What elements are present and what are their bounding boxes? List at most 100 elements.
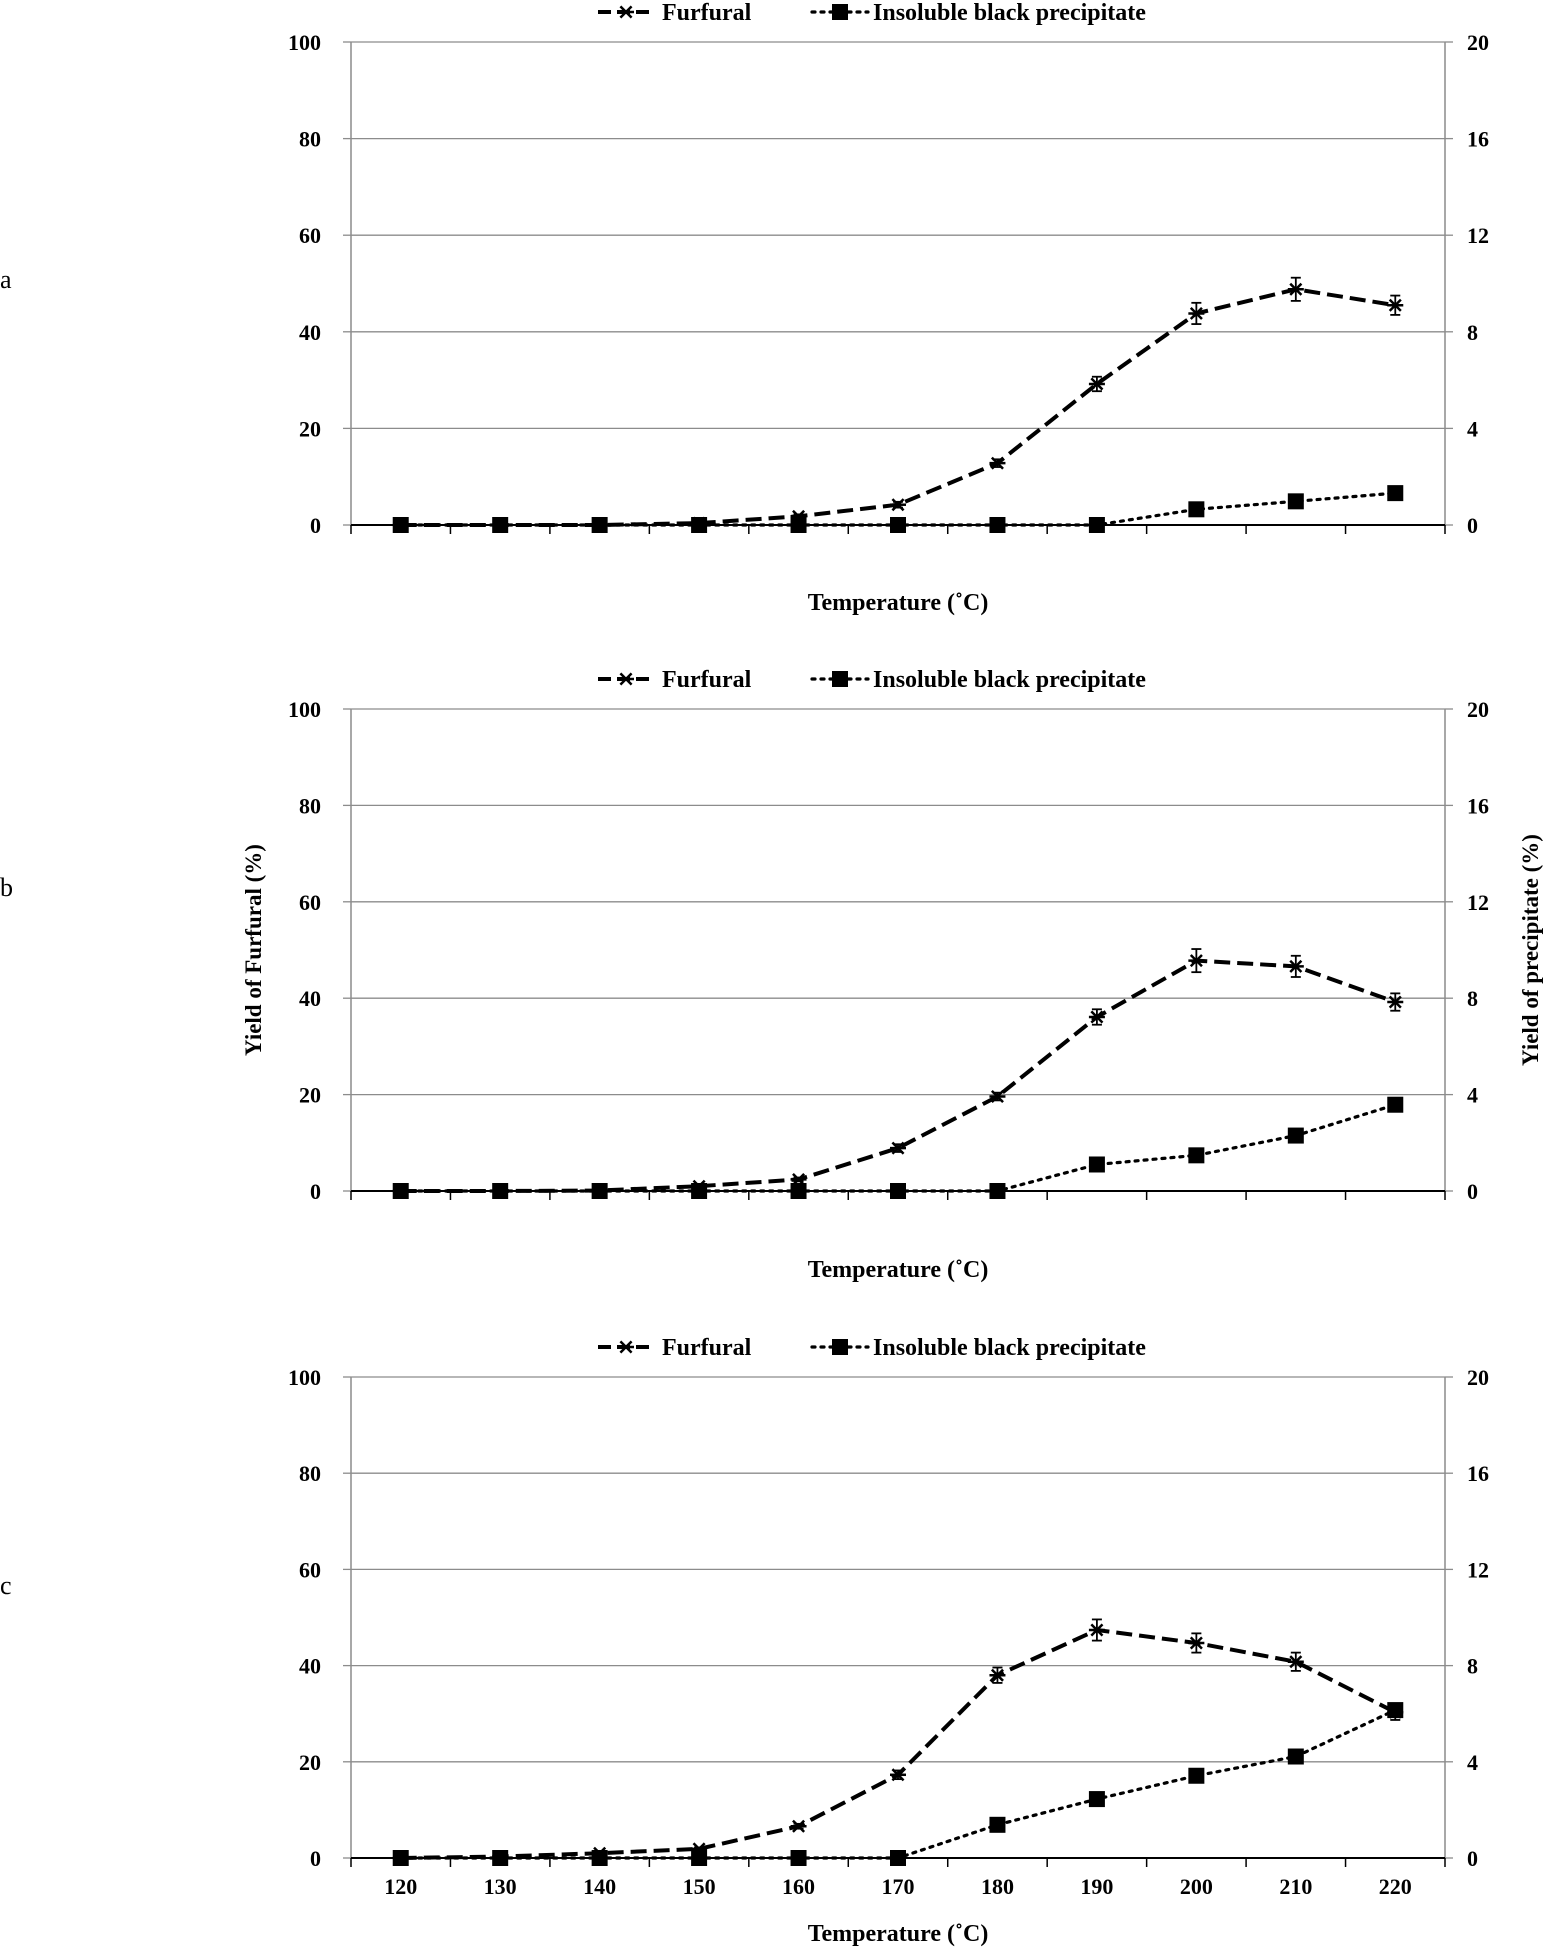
data-point-precipitate: [989, 517, 1006, 533]
y2-tick-label: 4: [1467, 1750, 1478, 1775]
data-point-furfural: [1088, 377, 1105, 391]
data-point-precipitate: [1088, 1156, 1105, 1173]
legend: Furfural Insoluble black precipitate: [598, 1335, 1146, 1361]
x-tick-label: 130: [484, 1874, 517, 1899]
y-tick-label: 0: [310, 1179, 321, 1204]
data-point-precipitate: [790, 1183, 807, 1199]
x-tick-label: 190: [1080, 1874, 1113, 1899]
x-tick-label: 200: [1180, 1874, 1213, 1899]
data-point-precipitate: [1188, 501, 1205, 518]
legend: Furfural Insoluble black precipitate: [598, 667, 1146, 693]
y2-tick-label: 20: [1467, 30, 1489, 55]
data-point-precipitate: [1088, 517, 1105, 533]
data-point-furfural: [1088, 1010, 1105, 1024]
data-point-precipitate: [1287, 1748, 1304, 1765]
data-point-furfural: [890, 1768, 906, 1782]
y-tick-label: 40: [299, 986, 321, 1011]
data-point-precipitate: [492, 1850, 509, 1866]
data-point-furfural: [1387, 298, 1404, 312]
data-point-furfural: [1188, 954, 1205, 968]
y-tick-label: 40: [299, 320, 321, 345]
y-tick-label: 60: [299, 223, 321, 248]
y-tick-label: 80: [299, 793, 321, 818]
data-point-furfural: [989, 1090, 1006, 1104]
data-point-precipitate: [591, 517, 608, 533]
data-point-furfural: [890, 1141, 906, 1155]
y-tick-label: 60: [299, 1557, 321, 1582]
x-tick-label: 160: [782, 1874, 815, 1899]
legend-marker-furfural: [618, 5, 634, 19]
y2-tick-label: 12: [1467, 223, 1489, 248]
series-line-furfural: [400, 1627, 1397, 1860]
data-point-furfural: [989, 456, 1006, 470]
data-point-furfural: [989, 1668, 1006, 1682]
data-point-furfural: [1188, 1636, 1205, 1650]
x-tick-label: 220: [1379, 1874, 1412, 1899]
y2-tick-label: 0: [1467, 1179, 1478, 1204]
panel-letter: c: [0, 1571, 12, 1600]
legend-label-furfural: Furfural: [662, 1335, 752, 1361]
data-point-furfural: [1287, 959, 1304, 973]
data-point-precipitate: [1088, 1791, 1105, 1808]
data-point-precipitate: [1387, 485, 1404, 502]
legend: Furfural Insoluble black precipitate: [598, 0, 1146, 26]
y2-tick-label: 20: [1467, 1365, 1489, 1390]
data-point-precipitate: [890, 517, 906, 533]
y2-tick-label: 16: [1467, 127, 1489, 152]
x-tick-label: 180: [981, 1874, 1014, 1899]
legend-marker-precipitate: [832, 1339, 848, 1355]
data-point-precipitate: [890, 1183, 906, 1199]
series-line-furfural: [400, 287, 1396, 527]
chart-panel-b: b 0 20 40 60 80 100 0 4 8 12 16 20 Temperature (˚C) Yi…: [0, 667, 1543, 1283]
y-axis-title-left: Yield of Furfural (%): [241, 844, 266, 1056]
y2-tick-label: 0: [1467, 1846, 1478, 1871]
y-tick-label: 20: [299, 1750, 321, 1775]
y-tick-label: 20: [299, 416, 321, 441]
x-tick-label: 170: [882, 1874, 915, 1899]
data-point-precipitate: [591, 1850, 608, 1866]
y-axis-title-right: Yield of precipitate (%): [1518, 834, 1543, 1066]
y2-tick-label: 8: [1467, 986, 1478, 1011]
data-point-precipitate: [890, 1850, 906, 1866]
y-tick-label: 100: [288, 1365, 321, 1390]
x-tick-label: 210: [1279, 1874, 1312, 1899]
legend-label-furfural: Furfural: [662, 0, 752, 26]
data-point-furfural: [1287, 1655, 1304, 1669]
y2-tick-label: 16: [1467, 793, 1489, 818]
data-point-furfural: [890, 498, 906, 512]
panel-letter: b: [0, 873, 13, 902]
data-point-precipitate: [691, 517, 708, 533]
x-axis-title: Temperature (˚C): [808, 1257, 989, 1283]
y2-tick-label: 16: [1467, 1461, 1489, 1486]
series-line-precipitate: [399, 1708, 1397, 1860]
legend-label-furfural: Furfural: [662, 667, 752, 693]
data-point-precipitate: [1188, 1767, 1205, 1784]
data-point-precipitate: [989, 1183, 1006, 1199]
data-point-precipitate: [492, 517, 509, 533]
y2-tick-label: 20: [1467, 697, 1489, 722]
data-point-furfural: [1387, 995, 1404, 1009]
x-axis-title: Temperature (˚C): [808, 590, 989, 616]
y-tick-label: 80: [299, 127, 321, 152]
y2-tick-label: 12: [1467, 1557, 1489, 1582]
data-point-furfural: [790, 1819, 807, 1833]
legend-marker-precipitate: [832, 671, 848, 687]
x-axis-title: Temperature (˚C): [808, 1921, 989, 1947]
y-tick-label: 0: [310, 513, 321, 538]
data-point-precipitate: [1188, 1147, 1205, 1164]
legend-marker-furfural: [618, 1340, 634, 1354]
x-tick-label: 120: [384, 1874, 417, 1899]
chart-panel-c: c 0 20 40 60 80 100 0 4 8 12 16 20 120 130 140 150 160 170…: [0, 1335, 1489, 1947]
y-tick-label: 80: [299, 1461, 321, 1486]
data-point-precipitate: [392, 1183, 409, 1199]
data-point-precipitate: [691, 1183, 708, 1199]
x-tick-label: 150: [683, 1874, 716, 1899]
y-tick-label: 100: [288, 30, 321, 55]
y2-tick-label: 4: [1467, 416, 1478, 441]
data-point-furfural: [1287, 282, 1304, 296]
data-point-precipitate: [492, 1183, 509, 1199]
legend-marker-precipitate: [832, 4, 848, 20]
data-point-precipitate: [392, 517, 409, 533]
y2-tick-label: 12: [1467, 890, 1489, 915]
